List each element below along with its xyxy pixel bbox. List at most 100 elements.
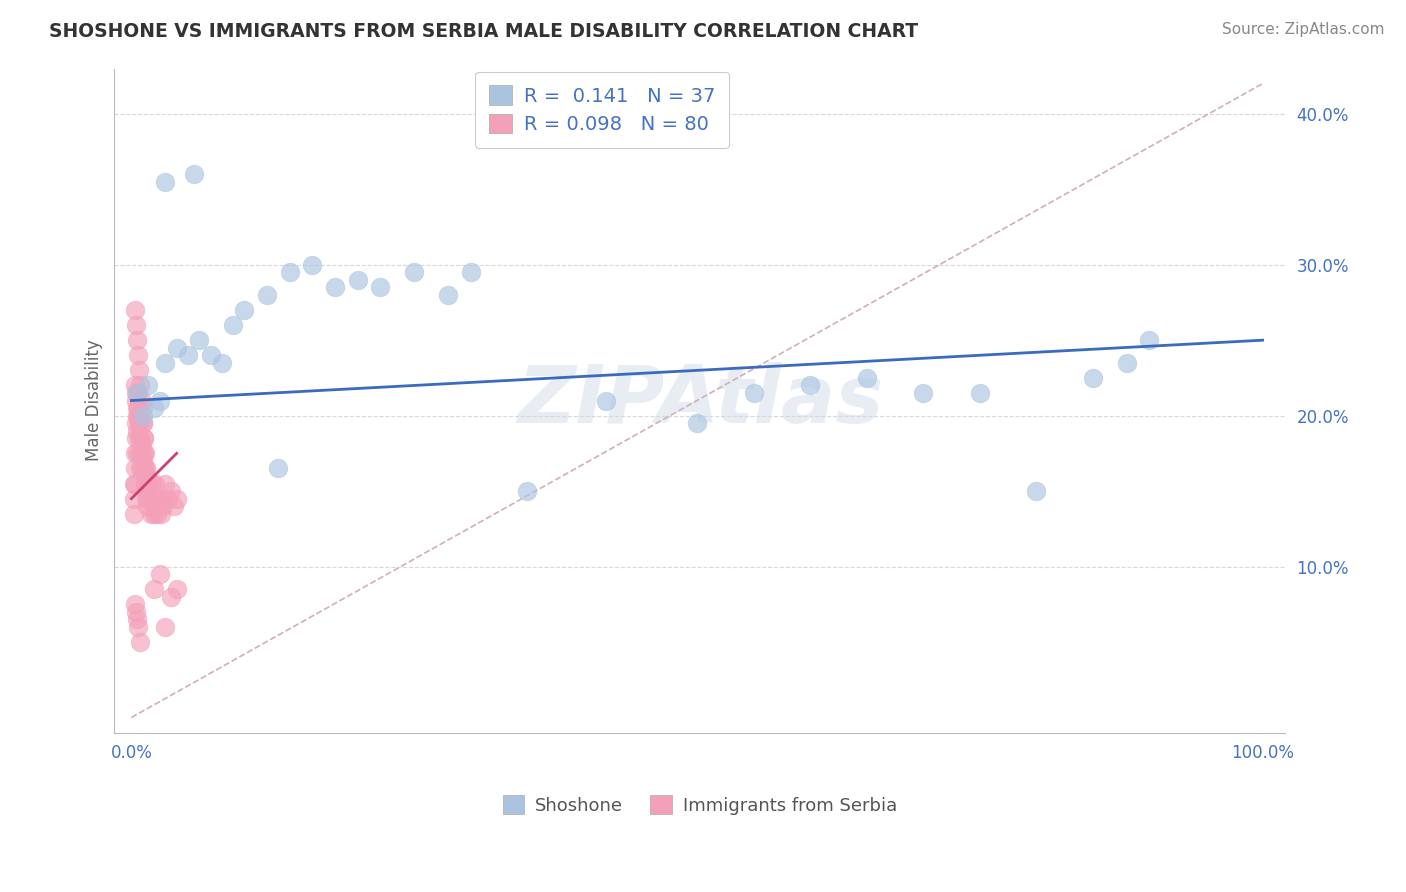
Point [149, 567, 172, 582]
Point [131, 401, 153, 416]
Point [855, 371, 877, 385]
Point [516, 484, 538, 499]
Point [1139, 333, 1161, 347]
Point [127, 386, 149, 401]
Point [125, 424, 148, 438]
Point [122, 491, 145, 506]
Point [124, 597, 146, 611]
Point [134, 461, 156, 475]
Point [124, 446, 146, 460]
Point [128, 431, 150, 445]
Point [125, 446, 148, 460]
Point [125, 409, 148, 423]
Point [129, 378, 152, 392]
Point [129, 431, 152, 445]
Point [160, 590, 183, 604]
Point [135, 491, 157, 506]
Point [200, 348, 222, 362]
Point [134, 476, 156, 491]
Point [368, 280, 391, 294]
Point [143, 476, 166, 491]
Point [155, 476, 177, 491]
Point [127, 620, 149, 634]
Point [135, 476, 157, 491]
Point [125, 393, 148, 408]
Point [799, 378, 821, 392]
Point [125, 318, 148, 332]
Point [912, 386, 935, 401]
Point [183, 167, 205, 181]
Point [122, 507, 145, 521]
Point [125, 386, 148, 401]
Point [131, 461, 153, 475]
Y-axis label: Male Disability: Male Disability [86, 340, 103, 461]
Point [134, 469, 156, 483]
Point [233, 303, 256, 318]
Point [131, 454, 153, 468]
Point [124, 461, 146, 475]
Point [146, 507, 169, 521]
Legend: Shoshone, Immigrants from Serbia: Shoshone, Immigrants from Serbia [495, 789, 904, 822]
Point [131, 446, 153, 460]
Point [138, 476, 160, 491]
Point [128, 363, 150, 377]
Point [132, 431, 155, 445]
Point [969, 386, 991, 401]
Point [128, 416, 150, 430]
Point [155, 356, 177, 370]
Point [135, 461, 157, 475]
Point [141, 476, 163, 491]
Point [188, 333, 211, 347]
Point [437, 288, 460, 302]
Point [166, 341, 188, 355]
Point [301, 258, 323, 272]
Point [156, 491, 179, 506]
Point [127, 401, 149, 416]
Point [149, 491, 172, 506]
Point [149, 507, 172, 521]
Point [256, 288, 278, 302]
Point [143, 507, 166, 521]
Point [124, 378, 146, 392]
Point [125, 401, 148, 416]
Point [267, 461, 290, 475]
Point [125, 612, 148, 626]
Point [138, 491, 160, 506]
Point [136, 469, 159, 483]
Point [155, 175, 177, 189]
Point [124, 303, 146, 318]
Point [160, 484, 183, 499]
Text: Source: ZipAtlas.com: Source: ZipAtlas.com [1222, 22, 1385, 37]
Point [346, 273, 368, 287]
Point [1025, 484, 1047, 499]
Point [132, 431, 155, 445]
Point [131, 409, 153, 423]
Point [138, 476, 160, 491]
Point [155, 620, 177, 634]
Point [125, 333, 148, 347]
Point [152, 499, 174, 513]
Text: ZIPAtlas: ZIPAtlas [516, 361, 883, 440]
Point [132, 446, 155, 460]
Point [143, 582, 166, 597]
Point [138, 378, 160, 392]
Point [1081, 371, 1104, 385]
Text: SHOSHONE VS IMMIGRANTS FROM SERBIA MALE DISABILITY CORRELATION CHART: SHOSHONE VS IMMIGRANTS FROM SERBIA MALE … [49, 22, 918, 41]
Point [139, 507, 162, 521]
Point [595, 393, 617, 408]
Point [124, 476, 146, 491]
Point [136, 499, 159, 513]
Point [686, 416, 709, 430]
Point [278, 265, 301, 279]
Point [166, 491, 188, 506]
Point [127, 409, 149, 423]
Point [404, 265, 426, 279]
Point [149, 393, 172, 408]
Point [131, 439, 153, 453]
Point [131, 416, 153, 430]
Point [138, 491, 160, 506]
Point [134, 446, 156, 460]
Point [166, 582, 188, 597]
Point [125, 605, 148, 619]
Point [125, 416, 148, 430]
